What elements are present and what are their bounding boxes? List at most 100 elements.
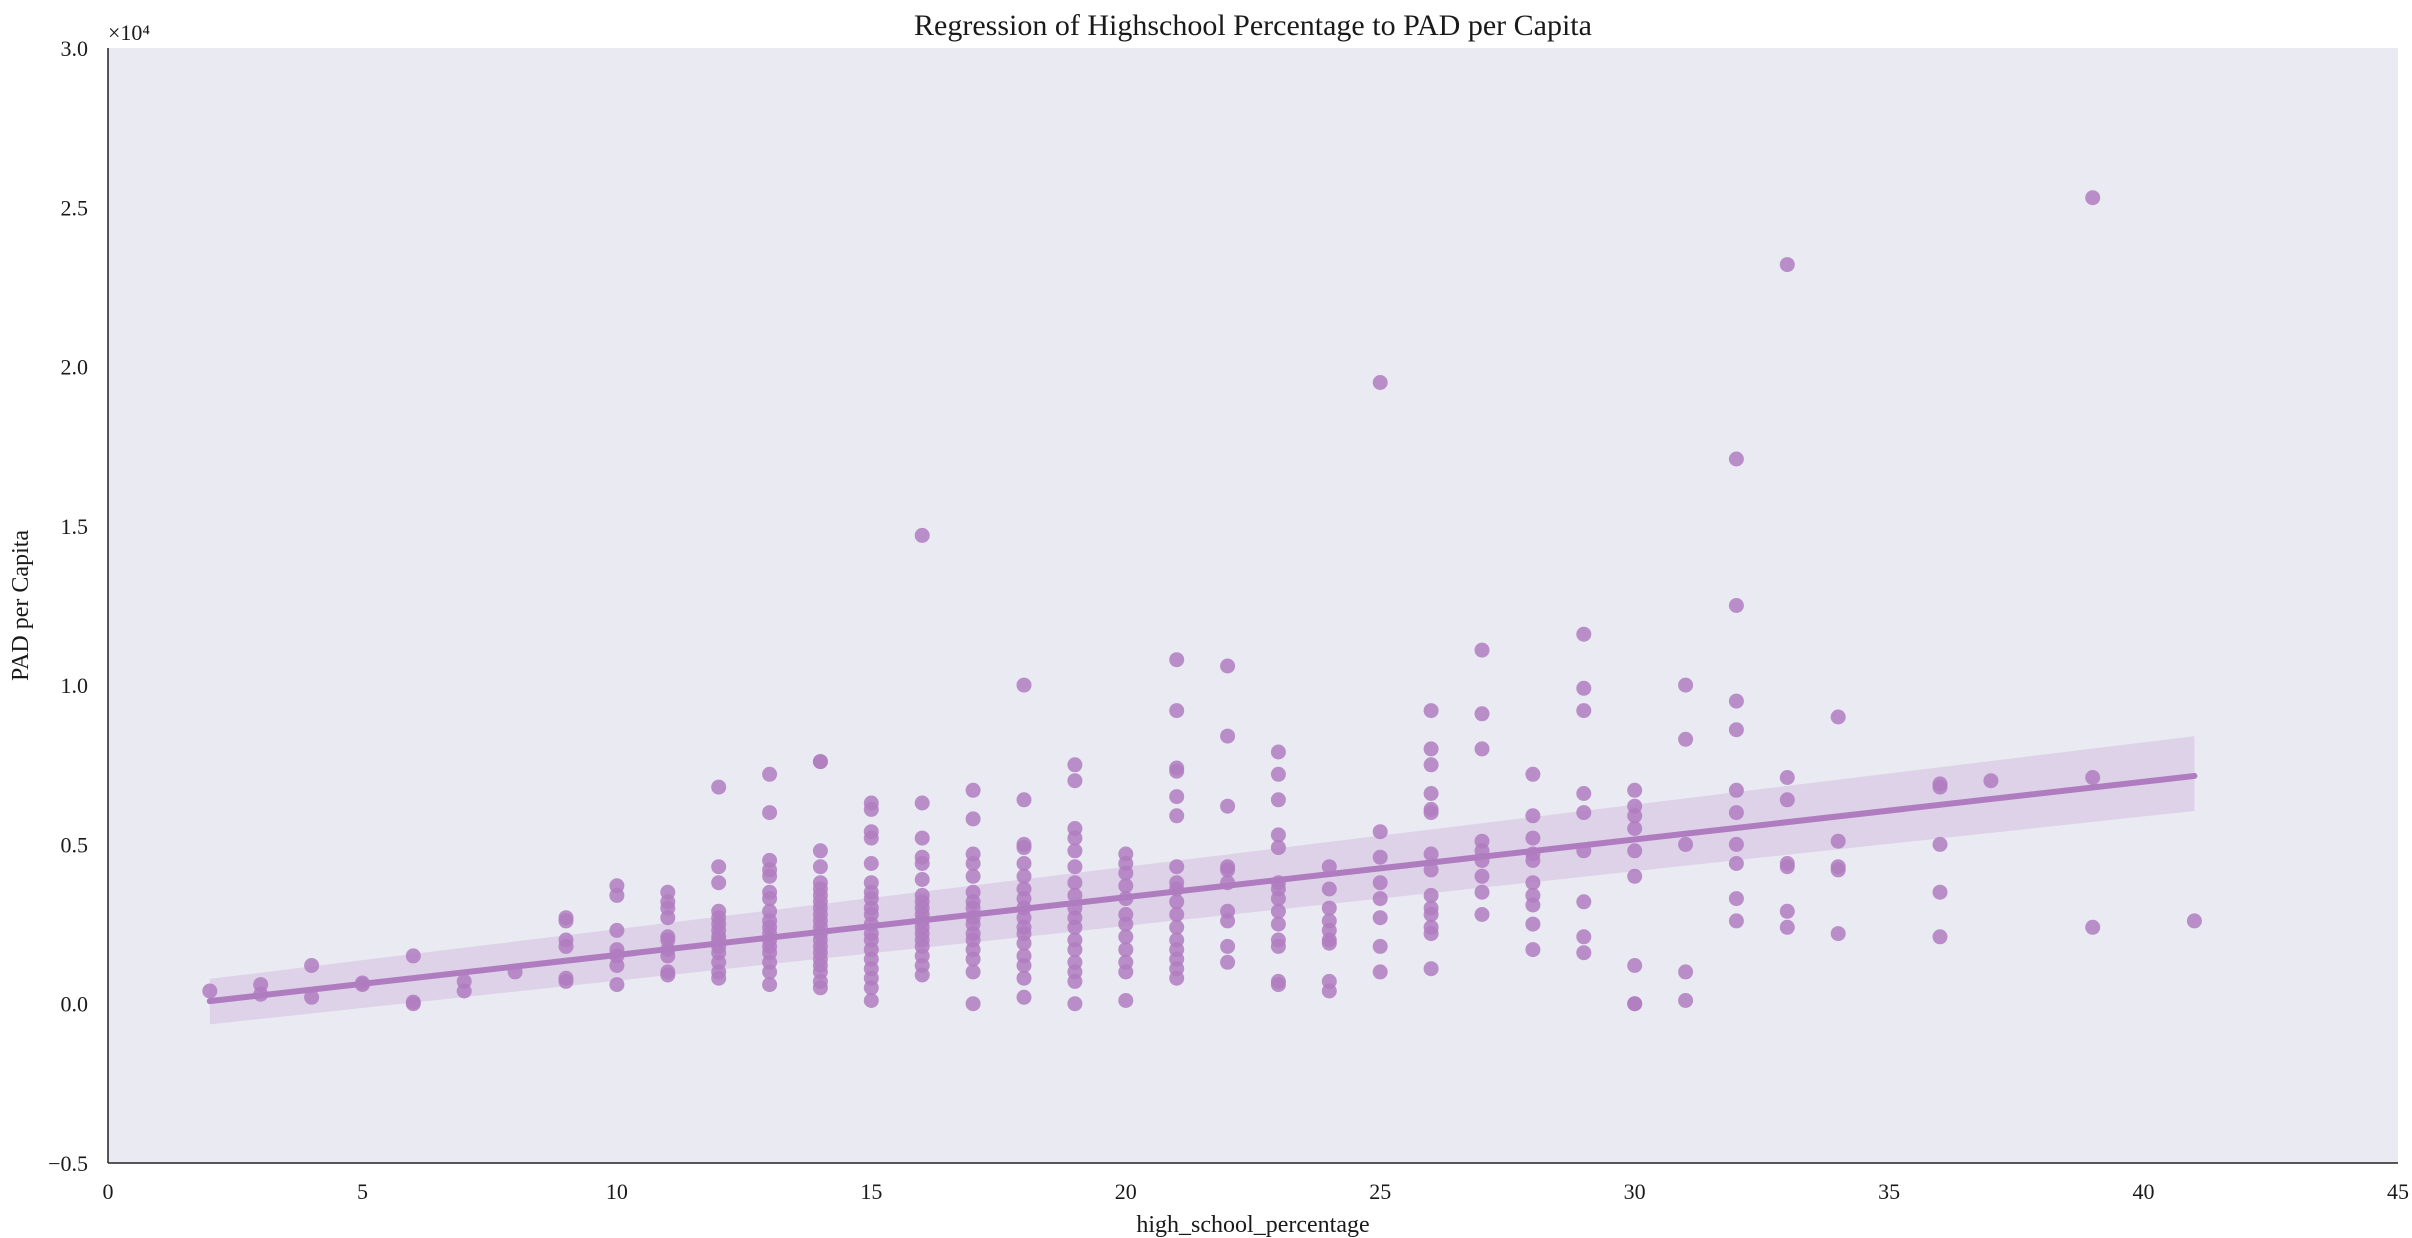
scatter-point — [1118, 929, 1134, 945]
scatter-point — [965, 782, 981, 798]
y-tick-label: 1.0 — [61, 673, 89, 698]
scatter-point — [1423, 846, 1439, 862]
scatter-point — [812, 859, 828, 875]
x-tick-label: 45 — [2387, 1179, 2409, 1204]
scatter-point — [1016, 792, 1032, 808]
scatter-point — [1830, 833, 1846, 849]
scatter-point — [1779, 770, 1795, 785]
scatter-point — [1627, 868, 1643, 884]
scatter-point — [1627, 958, 1643, 973]
scatter-point — [1372, 910, 1388, 926]
scatter-point — [1779, 859, 1795, 875]
scatter-point — [1779, 903, 1795, 919]
y-tick-label: 3.0 — [61, 36, 89, 61]
scatter-point — [1474, 868, 1490, 884]
scatter-point — [1169, 652, 1185, 668]
scatter-point — [1932, 884, 1948, 900]
scatter-point — [1220, 954, 1236, 970]
x-tick-label: 40 — [2133, 1179, 2155, 1204]
scatter-point — [1016, 840, 1032, 856]
scatter-point — [1474, 907, 1490, 922]
scatter-point — [1932, 836, 1948, 852]
scatter-point — [609, 977, 625, 993]
scatter-point — [711, 970, 727, 986]
scatter-point — [863, 980, 879, 996]
scatter-point — [1270, 903, 1286, 919]
scatter-point — [711, 779, 727, 795]
scatter-point — [1270, 766, 1286, 782]
scatter-point — [762, 766, 778, 782]
scatter-point — [1372, 375, 1388, 390]
scatter-point — [2085, 919, 2101, 935]
scatter-point — [1728, 451, 1744, 467]
scatter-point — [1067, 773, 1083, 789]
scatter-point — [1728, 693, 1744, 709]
scatter-point — [456, 983, 472, 999]
scatter-point — [1270, 840, 1286, 856]
scatter-point — [405, 948, 421, 964]
scatter-point — [1728, 782, 1744, 798]
scatter-point — [1016, 989, 1032, 1005]
chart-title: Regression of Highschool Percentage to P… — [914, 9, 1592, 42]
scatter-point — [1220, 862, 1236, 878]
scatter-points — [202, 190, 2202, 1012]
scatter-point — [812, 980, 828, 996]
scatter-point — [1270, 792, 1286, 808]
scatter-point — [1270, 891, 1286, 907]
scatter-point — [1728, 722, 1744, 738]
scatter-point — [1525, 830, 1541, 846]
regression-line-layer — [206, 772, 2198, 1005]
scatter-point — [1118, 942, 1134, 958]
scatter-point — [1016, 868, 1032, 884]
scatter-point — [1169, 894, 1185, 910]
scatter-point — [1983, 773, 1999, 789]
scatter-point — [1016, 935, 1032, 951]
scatter-point — [914, 872, 930, 887]
scatter-point — [1728, 891, 1744, 907]
scatter-point — [1474, 642, 1490, 658]
scatter-point — [1169, 789, 1185, 805]
scatter-point — [762, 977, 778, 993]
scatter-point — [1728, 805, 1744, 821]
scatter-point — [1576, 929, 1592, 945]
scatter-point — [1728, 598, 1744, 613]
scatter-point — [609, 887, 625, 903]
scatter-point — [1067, 919, 1083, 935]
scatter-point — [1525, 897, 1541, 913]
scatter-point — [1270, 744, 1286, 760]
scatter-point — [965, 868, 981, 884]
regression-line — [206, 772, 2198, 1005]
scatter-point — [1932, 929, 1948, 945]
scatter-point — [1270, 916, 1286, 932]
scatter-point — [965, 951, 981, 967]
scatter-point — [304, 989, 320, 1005]
scatter-point — [1372, 849, 1388, 865]
y-tick-label: 2.0 — [61, 355, 89, 380]
scatter-point — [1169, 763, 1185, 779]
scatter-point — [1016, 970, 1032, 986]
scatter-point — [1067, 757, 1083, 773]
x-tick-label: 5 — [357, 1179, 368, 1204]
scatter-point — [1067, 859, 1083, 875]
scatter-point — [304, 958, 320, 973]
scatter-point — [2186, 913, 2202, 929]
scatter-point — [1678, 993, 1694, 1008]
scatter-point — [1270, 827, 1286, 843]
scatter-point — [1525, 808, 1541, 824]
scatter-point — [1779, 257, 1795, 273]
y-tick-label: 1.5 — [61, 514, 89, 539]
scatter-point — [1372, 891, 1388, 907]
scatter-point — [1678, 836, 1694, 852]
scatter-point — [1372, 938, 1388, 954]
scatter-point — [1321, 900, 1337, 916]
scatter-point — [965, 856, 981, 871]
scatter-point — [762, 891, 778, 907]
scatter-point — [711, 859, 727, 875]
scatter-point — [1067, 942, 1083, 958]
x-tick-label: 35 — [1878, 1179, 1900, 1204]
scatter-point — [1779, 919, 1795, 935]
scatter-point — [762, 964, 778, 980]
scatter-point — [1423, 862, 1439, 878]
scatter-point — [1576, 626, 1592, 642]
